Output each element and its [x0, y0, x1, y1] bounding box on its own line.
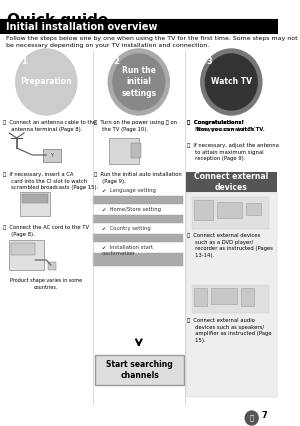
Text: ⒴  Connect external audio
     devices such as speakers/
     amplifier as instr: ⒴ Connect external audio devices such as… — [187, 318, 272, 343]
FancyBboxPatch shape — [94, 234, 183, 242]
FancyBboxPatch shape — [94, 215, 183, 223]
Text: Follow the steps below one by one when using the TV for the first time. Some ste: Follow the steps below one by one when u… — [6, 36, 297, 48]
FancyBboxPatch shape — [191, 197, 269, 229]
Circle shape — [206, 54, 257, 110]
Text: Quick guide: Quick guide — [8, 13, 109, 28]
Text: ✔  Country setting: ✔ Country setting — [102, 226, 151, 231]
Text: ⒴  If necessary, insert a CA
     card into the CI slot to watch
     scrambled : ⒴ If necessary, insert a CA card into th… — [3, 172, 98, 190]
Text: ✔  Home/Store setting: ✔ Home/Store setting — [102, 207, 161, 212]
Text: 3: 3 — [206, 57, 212, 66]
FancyBboxPatch shape — [241, 288, 254, 306]
FancyBboxPatch shape — [191, 285, 269, 313]
FancyBboxPatch shape — [0, 22, 278, 34]
FancyBboxPatch shape — [194, 200, 213, 220]
FancyBboxPatch shape — [217, 202, 242, 218]
Circle shape — [201, 49, 262, 115]
Circle shape — [108, 49, 169, 115]
Circle shape — [16, 49, 77, 115]
FancyBboxPatch shape — [48, 262, 56, 270]
FancyBboxPatch shape — [9, 240, 44, 270]
FancyBboxPatch shape — [94, 253, 183, 266]
Text: ⒳  Connect external devices
     such as a DVD player/
     recorder as instruct: ⒳ Connect external devices such as a DVD… — [187, 233, 273, 258]
Text: ⒳  Congratulations!
     Now you can watch TV.: ⒳ Congratulations! Now you can watch TV. — [187, 120, 265, 132]
Text: Initial installation overview: Initial installation overview — [6, 23, 157, 32]
FancyBboxPatch shape — [246, 203, 261, 215]
Circle shape — [245, 411, 258, 425]
Text: 2: 2 — [114, 57, 120, 66]
Text: ⒳  Connect an antenna cable to the
     antenna terminal (Page 8).: ⒳ Connect an antenna cable to the antenn… — [3, 120, 96, 132]
Text: ⒴  If necessary, adjust the antenna
     to attain maximum signal
     reception: ⒴ If necessary, adjust the antenna to at… — [187, 143, 279, 161]
FancyBboxPatch shape — [43, 149, 61, 162]
FancyBboxPatch shape — [211, 288, 237, 304]
Text: ⒳  Turn on the power using ⒪ on
     the TV (Page 10).: ⒳ Turn on the power using ⒪ on the TV (P… — [94, 120, 177, 132]
Text: Run the
initial
settings: Run the initial settings — [121, 66, 156, 98]
FancyBboxPatch shape — [131, 143, 141, 158]
Text: ⓦ: ⓦ — [250, 414, 254, 421]
Text: ✔  Language setting: ✔ Language setting — [102, 188, 156, 193]
FancyBboxPatch shape — [109, 138, 139, 164]
FancyBboxPatch shape — [186, 172, 277, 192]
Circle shape — [20, 54, 72, 110]
FancyBboxPatch shape — [95, 355, 184, 385]
FancyBboxPatch shape — [20, 192, 50, 216]
Text: Preparation: Preparation — [20, 78, 72, 86]
Text: 1: 1 — [21, 57, 27, 66]
Text: ⒳  Congratulations!: ⒳ Congratulations! — [187, 120, 244, 125]
Text: Start searching
channels: Start searching channels — [106, 360, 173, 380]
Text: ⒴  Run the initial auto installation
     (Page 9).: ⒴ Run the initial auto installation (Pag… — [94, 172, 182, 184]
Text: ✔  Installation start
confirmation: ✔ Installation start confirmation — [102, 245, 153, 256]
FancyBboxPatch shape — [11, 243, 35, 255]
Text: 7: 7 — [262, 412, 268, 420]
FancyBboxPatch shape — [22, 194, 48, 203]
Text: Now you can watch TV.: Now you can watch TV. — [187, 127, 256, 132]
Text: Product shape varies in some
countries.: Product shape varies in some countries. — [10, 278, 82, 290]
FancyBboxPatch shape — [94, 196, 183, 204]
Circle shape — [113, 54, 165, 110]
FancyBboxPatch shape — [186, 192, 277, 397]
Text: Connect external
devices: Connect external devices — [194, 172, 268, 192]
Text: Y: Y — [50, 153, 53, 158]
Text: ⒵  Connect the AC cord to the TV
     (Page 8).: ⒵ Connect the AC cord to the TV (Page 8)… — [3, 225, 89, 236]
Text: Watch TV: Watch TV — [211, 78, 252, 86]
FancyBboxPatch shape — [194, 288, 207, 306]
